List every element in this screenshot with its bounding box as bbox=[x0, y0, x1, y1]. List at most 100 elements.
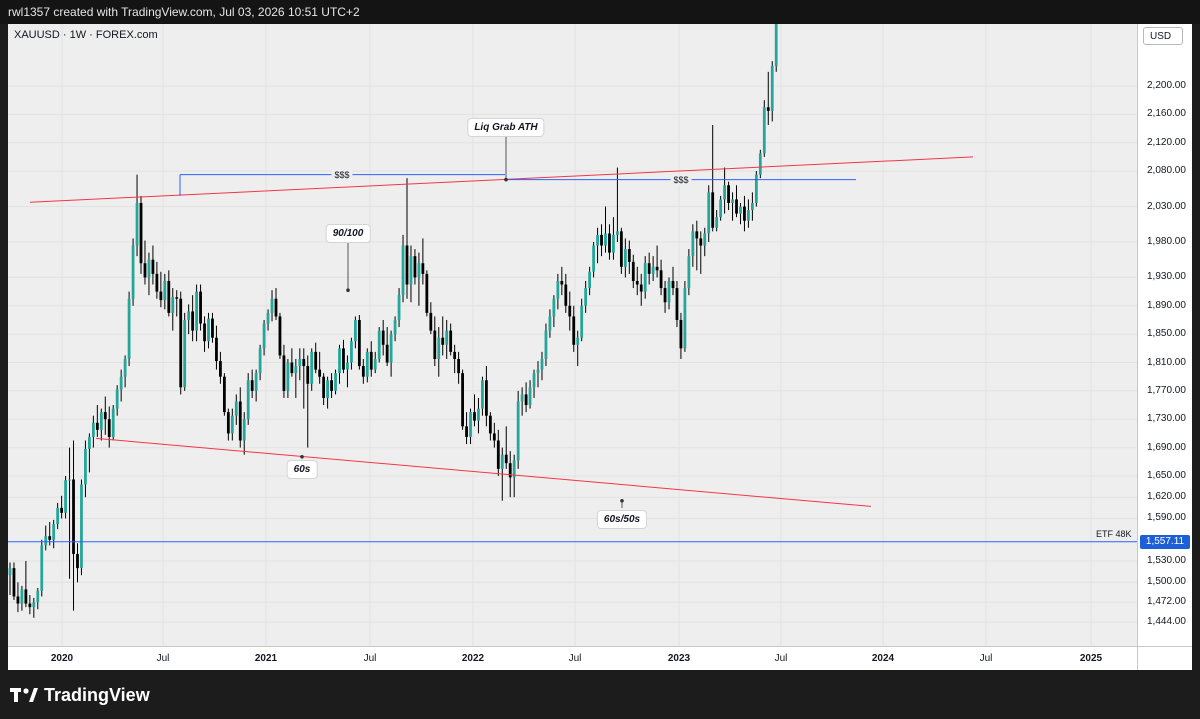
candle-body bbox=[131, 245, 135, 299]
candle-body bbox=[699, 238, 703, 246]
candle-body bbox=[187, 311, 191, 320]
candle-body bbox=[342, 348, 345, 370]
price-axis[interactable]: USD 2,200.00 2,160.00 2,120.00 2,080.00 2,03… bbox=[1137, 24, 1192, 646]
candle-body bbox=[330, 380, 333, 391]
footer: TradingView bbox=[0, 670, 1200, 719]
candle-body bbox=[254, 373, 258, 391]
candle-body bbox=[536, 369, 540, 374]
candle-body bbox=[119, 376, 123, 390]
candle-body bbox=[298, 358, 302, 367]
candle-body bbox=[238, 401, 242, 441]
candle-body bbox=[219, 361, 222, 377]
candle-body bbox=[155, 273, 159, 292]
candle-body bbox=[167, 280, 171, 313]
annotation-callout[interactable]: 90/100 bbox=[325, 224, 371, 243]
plot-area[interactable]: XAUUSD · 1W · FOREX.com Liq Grab ATH 90/1… bbox=[8, 24, 1137, 646]
candle-body bbox=[361, 366, 365, 377]
candle-body bbox=[56, 507, 60, 525]
candle-body bbox=[770, 66, 774, 111]
annotation-pin-dot bbox=[620, 498, 624, 503]
candle-body bbox=[504, 454, 508, 464]
candle-body bbox=[766, 107, 770, 111]
candle-body bbox=[604, 233, 607, 246]
candle-body bbox=[639, 284, 643, 292]
candle-body bbox=[242, 419, 246, 441]
candle-body bbox=[623, 249, 627, 267]
candle-body bbox=[401, 245, 405, 296]
candle-body bbox=[389, 334, 393, 363]
candle-body bbox=[548, 316, 552, 331]
price-tick-label: 2,200.00 bbox=[1147, 80, 1186, 91]
candle-body bbox=[453, 351, 457, 359]
time-tick-label: Jul bbox=[568, 653, 582, 664]
candle-body bbox=[290, 362, 294, 374]
candle-body bbox=[84, 449, 87, 485]
candle-body bbox=[95, 422, 99, 430]
candle-body bbox=[99, 412, 103, 430]
candle-body bbox=[306, 366, 310, 384]
candle-body bbox=[552, 298, 556, 317]
candle-body bbox=[32, 602, 36, 608]
time-tick-label: 2022 bbox=[461, 653, 485, 664]
top-bar: rwl1357 created with TradingView.com, Ju… bbox=[0, 0, 1200, 24]
candle-body bbox=[357, 319, 361, 367]
annotation-callout[interactable]: 60s bbox=[286, 460, 318, 479]
candle-body bbox=[123, 358, 127, 377]
candle-body bbox=[739, 206, 742, 214]
candle-body bbox=[524, 394, 528, 406]
candle-body bbox=[234, 401, 238, 416]
candle-body bbox=[68, 479, 71, 481]
candle-body bbox=[723, 185, 726, 200]
candle-body bbox=[195, 291, 198, 331]
candle-body bbox=[294, 366, 298, 374]
candle-body bbox=[322, 376, 326, 398]
candle-body bbox=[24, 589, 28, 604]
candle-body bbox=[528, 387, 532, 406]
candle-body bbox=[544, 330, 548, 359]
candle-body bbox=[600, 234, 603, 246]
candle-body bbox=[286, 362, 290, 391]
candle-body bbox=[60, 507, 64, 513]
candle-body bbox=[381, 330, 385, 345]
candle-body bbox=[576, 337, 580, 345]
candle-body bbox=[695, 231, 699, 239]
candle-body bbox=[258, 348, 262, 374]
current-line-price-tag: 1,557.11 bbox=[1140, 534, 1190, 549]
candle-body bbox=[627, 249, 631, 262]
etf-line-label: ETF 48K bbox=[1096, 528, 1132, 539]
candle-body bbox=[179, 298, 183, 388]
candle-body bbox=[683, 288, 687, 349]
candle-body bbox=[520, 394, 524, 402]
time-tick-label: 2025 bbox=[1079, 653, 1103, 664]
candle-body bbox=[405, 245, 409, 285]
time-axis[interactable]: 2020 Jul 2021 Jul 2022 Jul 2023 Jul 2024 Jul 2025 bbox=[8, 646, 1137, 670]
candle-body bbox=[441, 337, 445, 345]
candle-body bbox=[36, 590, 40, 603]
candle-body bbox=[619, 231, 623, 267]
candle-body bbox=[461, 373, 464, 427]
tradingview-logo[interactable]: TradingView bbox=[10, 684, 150, 706]
candle-body bbox=[516, 401, 520, 461]
candle-body bbox=[608, 233, 611, 253]
symbol-label[interactable]: XAUUSD · 1W · FOREX.com bbox=[14, 29, 158, 41]
annotation-callout[interactable]: 60s/50s bbox=[596, 510, 648, 529]
candle-body bbox=[163, 280, 167, 301]
candle-body bbox=[127, 298, 131, 359]
candle-body bbox=[64, 480, 67, 513]
candle-body bbox=[353, 319, 357, 342]
candle-body bbox=[667, 280, 671, 303]
currency-button[interactable]: USD bbox=[1143, 27, 1183, 45]
candle-body bbox=[413, 256, 417, 278]
candle-body bbox=[350, 341, 353, 363]
candle-body bbox=[12, 568, 16, 597]
liquidity-label[interactable]: $$$ bbox=[670, 174, 692, 185]
annotation-callout[interactable]: Liq Grab ATH bbox=[467, 118, 545, 137]
candle-body bbox=[750, 202, 754, 211]
candle-body bbox=[433, 330, 437, 359]
time-tick-label: Jul bbox=[363, 653, 377, 664]
time-tick-label: Jul bbox=[774, 653, 788, 664]
liquidity-label[interactable]: $$$ bbox=[331, 169, 353, 180]
tradingview-logo-icon bbox=[10, 688, 38, 702]
candle-body bbox=[512, 460, 516, 478]
candle-body bbox=[727, 185, 730, 203]
